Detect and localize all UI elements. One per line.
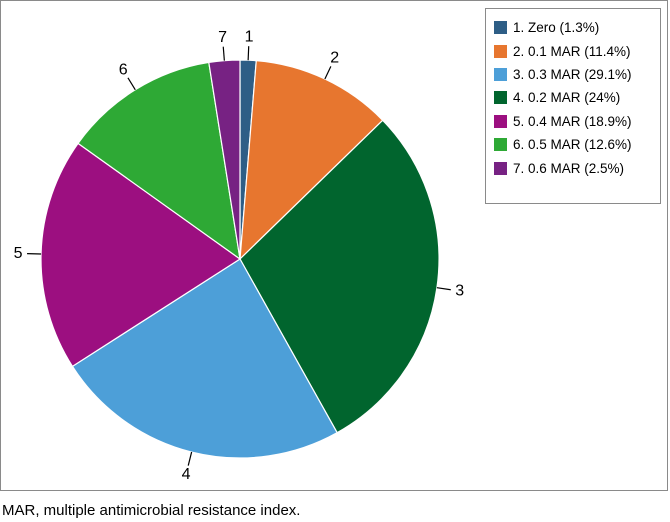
legend-swatch-5 <box>494 114 507 128</box>
legend-item-3: 3. 0.3 MAR (29.1%) <box>494 63 660 86</box>
pie-slices <box>40 59 440 459</box>
slice-label-3: 3 <box>455 283 464 300</box>
legend-swatch-2 <box>494 44 507 58</box>
legend-item-2: 2. 0.1 MAR (11.4%) <box>494 39 660 62</box>
legend-label-3: 3. 0.3 MAR (29.1%) <box>513 66 632 82</box>
figure-caption: MAR, multiple antimicrobial resistance i… <box>2 502 301 519</box>
slice-label-4: 4 <box>182 466 191 483</box>
legend-label-1: 1. Zero (1.3%) <box>513 20 600 36</box>
leader-line-6 <box>127 77 136 91</box>
slice-label-7: 7 <box>218 29 227 46</box>
legend-swatch-4 <box>494 91 507 105</box>
legend-label-4: 4. 0.2 MAR (24%) <box>513 90 621 106</box>
pie-slice-4 <box>71 258 338 459</box>
legend-swatch-6 <box>494 138 507 152</box>
pie-chart: 1 2 3 4 5 6 7 <box>14 29 465 483</box>
pie-slice-2 <box>239 60 384 261</box>
pie-labels: 1 2 3 4 5 6 7 <box>14 29 465 483</box>
pie-slice-3 <box>239 119 440 434</box>
legend-label-5: 5. 0.4 MAR (18.9%) <box>513 113 632 129</box>
legend-label-2: 2. 0.1 MAR (11.4%) <box>513 43 631 59</box>
chart-legend: 1. Zero (1.3%) 2. 0.1 MAR (11.4%) 3. 0.3… <box>485 8 661 204</box>
leader-line-2 <box>324 66 332 80</box>
legend-swatch-7 <box>494 161 507 175</box>
leader-line-1 <box>247 46 250 61</box>
legend-label-6: 6. 0.5 MAR (12.6%) <box>513 137 632 153</box>
legend-item-1: 1. Zero (1.3%) <box>494 16 660 39</box>
slice-label-1: 1 <box>245 29 254 46</box>
leader-line-3 <box>436 287 451 291</box>
slice-label-2: 2 <box>330 50 339 67</box>
pie-slice-5 <box>40 142 242 368</box>
legend-swatch-3 <box>494 67 507 81</box>
legend-item-4: 4. 0.2 MAR (24%) <box>494 86 660 109</box>
legend-swatch-1 <box>494 21 507 35</box>
slice-label-5: 5 <box>14 245 23 262</box>
legend-item-6: 6. 0.5 MAR (12.6%) <box>494 133 660 156</box>
legend-item-7: 7. 0.6 MAR (2.5%) <box>494 156 660 179</box>
leader-line-4 <box>187 451 193 466</box>
leader-line-7 <box>222 46 225 61</box>
pie-slice-7 <box>208 59 241 260</box>
legend-label-7: 7. 0.6 MAR (2.5%) <box>513 160 625 176</box>
legend-item-5: 5. 0.4 MAR (18.9%) <box>494 110 660 133</box>
slice-label-6: 6 <box>119 62 128 79</box>
